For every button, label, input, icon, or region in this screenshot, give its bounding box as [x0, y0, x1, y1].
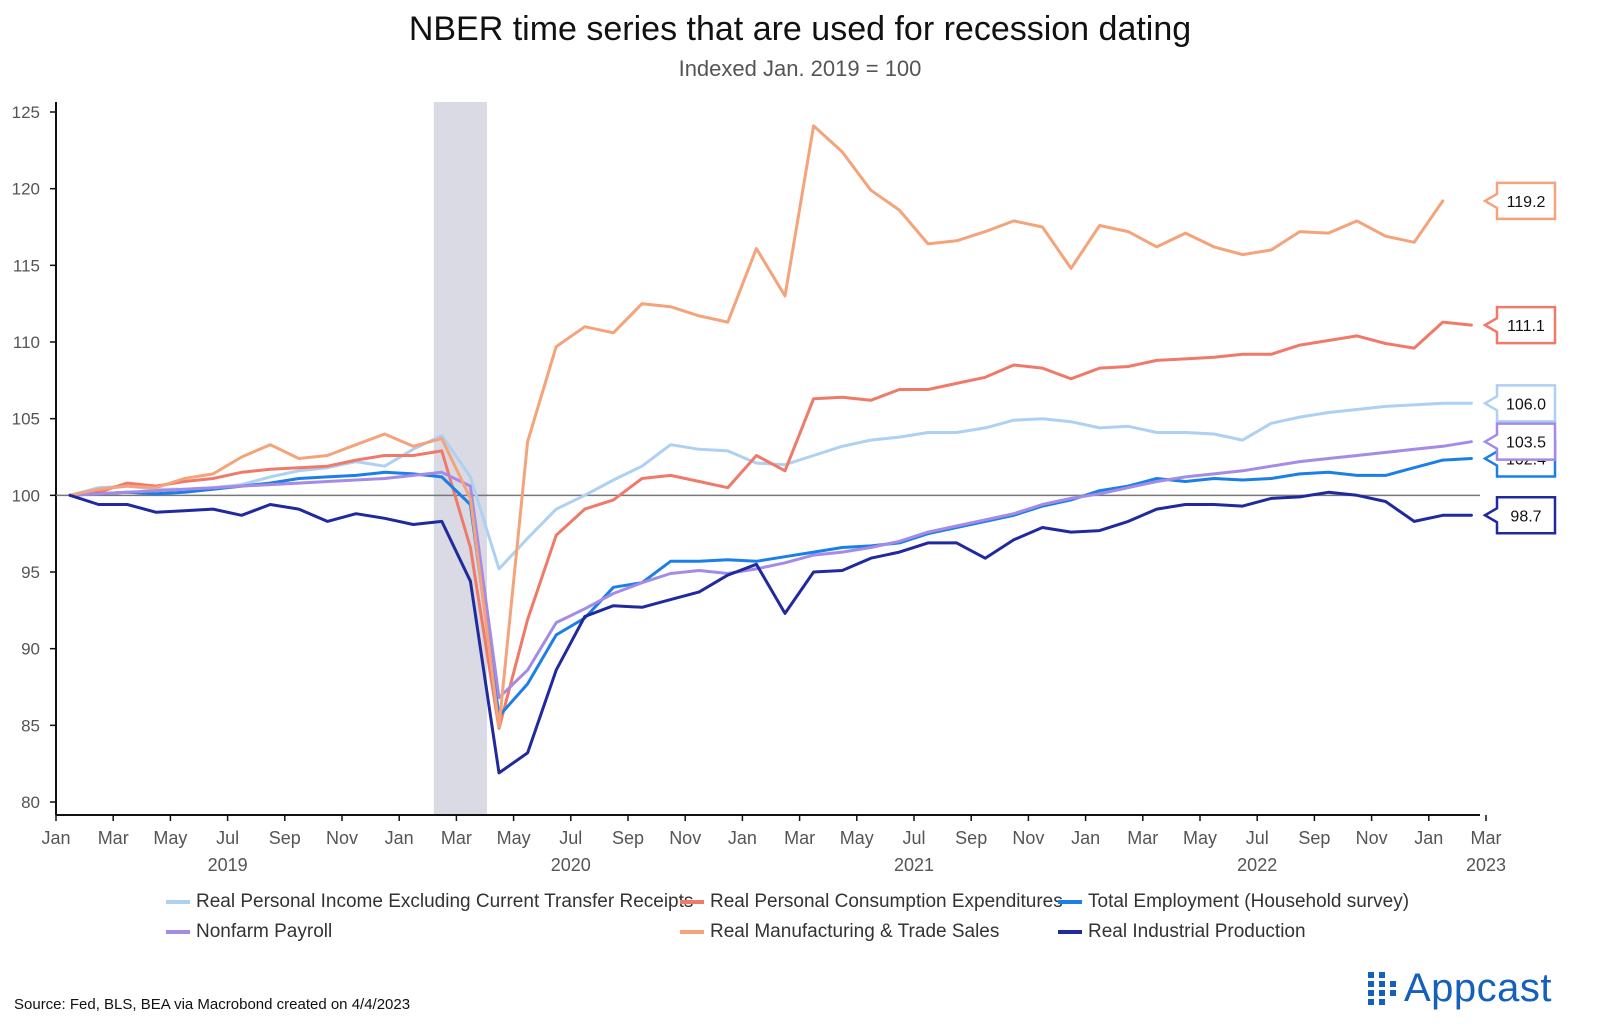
x-year-label: 2019 — [208, 855, 248, 875]
end-label-value: 111.1 — [1507, 318, 1545, 335]
legend-swatch-industrial — [1058, 930, 1082, 934]
end-label-value: 98.7 — [1510, 508, 1541, 525]
x-tick-label: Mar — [1471, 828, 1502, 848]
end-label-value: 119.2 — [1507, 194, 1546, 211]
legend-label-nonfarm: Nonfarm Payroll — [196, 921, 333, 942]
x-tick-label: Mar — [441, 828, 472, 848]
legend-item-consumption: Real Personal Consumption Expenditures — [680, 891, 1063, 913]
x-tick-label: Jan — [1414, 828, 1443, 848]
x-tick-label: Jan — [41, 828, 70, 848]
appcast-logo-icon — [1368, 971, 1396, 1005]
series-line-0 — [68, 401, 1473, 571]
legend-item-manufacturing: Real Manufacturing & Trade Sales — [680, 921, 999, 943]
x-tick-label: Jan — [728, 828, 757, 848]
x-tick-label: May — [497, 828, 531, 848]
x-tick-label: Jul — [902, 828, 925, 848]
x-tick-label: Jul — [216, 828, 239, 848]
end-label-box — [1482, 384, 1557, 423]
legend-swatch-manufacturing — [680, 930, 704, 934]
end-label-value: 103.5 — [1506, 435, 1546, 452]
x-tick-label: May — [153, 828, 187, 848]
chart-subtitle: Indexed Jan. 2019 = 100 — [678, 56, 922, 81]
x-tick-label: Sep — [269, 828, 301, 848]
end-label-value: 106.0 — [1506, 396, 1546, 413]
x-tick-label: May — [1183, 828, 1217, 848]
legend-label-personal-income: Real Personal Income Excluding Current T… — [196, 891, 694, 912]
brand-name: Appcast — [1404, 966, 1553, 1010]
series-line-4 — [68, 124, 1445, 729]
y-tick-label: 125 — [12, 103, 40, 122]
legend-item-industrial: Real Industrial Production — [1058, 921, 1306, 943]
x-tick-label: May — [840, 828, 874, 848]
x-tick-label: Jul — [1246, 828, 1269, 848]
legend-swatch-employment — [1058, 900, 1082, 904]
x-tick-label: Jan — [385, 828, 414, 848]
brand-logo: Appcast — [1368, 966, 1552, 1011]
series-line-3 — [68, 440, 1473, 700]
y-tick-label: 100 — [12, 486, 40, 505]
series-line-1 — [68, 320, 1473, 730]
legend-item-employment: Total Employment (Household survey) — [1058, 891, 1409, 913]
x-tick-label: Nov — [669, 828, 701, 848]
x-tick-label: Jul — [559, 828, 582, 848]
x-year-label: 2021 — [894, 855, 934, 875]
x-year-label: 2022 — [1237, 855, 1277, 875]
legend-label-consumption: Real Personal Consumption Expenditures — [710, 891, 1063, 912]
x-tick-label: Nov — [1356, 828, 1388, 848]
series-line-2 — [68, 457, 1473, 718]
x-tick-label: Sep — [1298, 828, 1330, 848]
y-tick-label: 105 — [12, 410, 40, 429]
legend-label-industrial: Real Industrial Production — [1088, 921, 1306, 942]
legend-item-nonfarm: Nonfarm Payroll — [166, 921, 332, 943]
y-tick-label: 120 — [12, 180, 40, 199]
chart-title: NBER time series that are used for reces… — [408, 10, 1192, 48]
end-label-box — [1482, 422, 1557, 461]
x-year-label: 2023 — [1466, 855, 1506, 875]
series-line-5 — [68, 490, 1473, 775]
y-tick-label: 95 — [21, 563, 40, 582]
recession-shading — [433, 102, 487, 815]
x-tick-label: Mar — [98, 828, 129, 848]
legend-label-manufacturing: Real Manufacturing & Trade Sales — [710, 921, 1000, 942]
source-note: Source: Fed, BLS, BEA via Macrobond crea… — [14, 996, 411, 1013]
x-tick-label: Nov — [1012, 828, 1044, 848]
legend-swatch-nonfarm — [166, 930, 190, 934]
legend-swatch-personal-income — [166, 900, 190, 904]
end-label-box — [1482, 181, 1557, 221]
y-tick-label: 115 — [13, 256, 40, 275]
end-label-box — [1482, 305, 1557, 345]
legend-swatch-consumption — [680, 900, 704, 904]
x-year-label: 2020 — [551, 855, 591, 875]
x-tick-label: Jan — [1071, 828, 1100, 848]
x-tick-label: Sep — [612, 828, 644, 848]
x-tick-label: Sep — [955, 828, 987, 848]
y-tick-label: 85 — [21, 716, 40, 735]
end-label-box — [1482, 496, 1557, 535]
x-tick-label: Mar — [784, 828, 815, 848]
y-tick-label: 110 — [13, 333, 40, 352]
x-tick-label: Mar — [1127, 828, 1158, 848]
y-tick-label: 80 — [21, 793, 40, 812]
legend-label-employment: Total Employment (Household survey) — [1088, 891, 1410, 912]
x-tick-label: Nov — [326, 828, 358, 848]
legend-item-personal-income: Real Personal Income Excluding Current T… — [166, 891, 693, 913]
y-tick-label: 90 — [21, 640, 40, 659]
